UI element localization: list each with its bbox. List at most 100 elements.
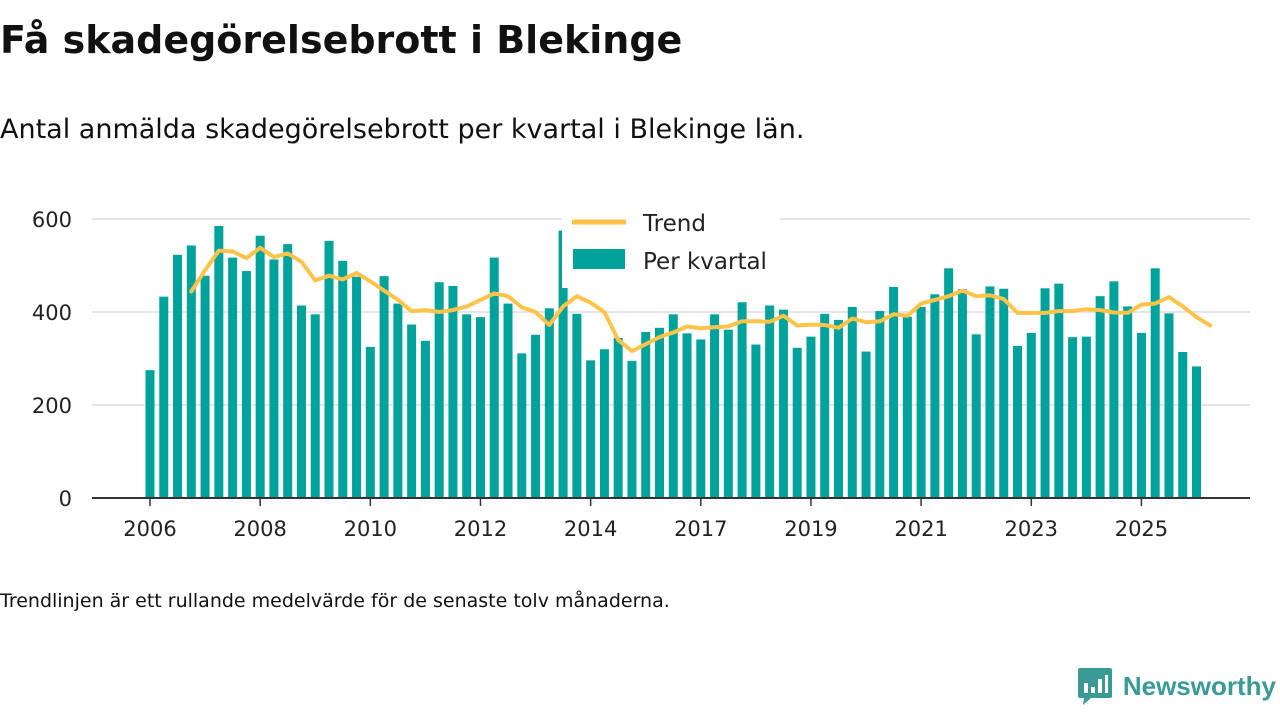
bar — [393, 303, 403, 498]
bar — [682, 333, 692, 498]
bar — [462, 314, 472, 498]
y-tick-label: 0 — [59, 487, 72, 511]
bar — [957, 289, 967, 498]
y-tick-label: 600 — [32, 208, 72, 232]
bar — [806, 336, 816, 498]
bar — [352, 276, 362, 498]
chart-subtitle: Antal anmälda skadegörelsebrott per kvar… — [0, 114, 805, 145]
bar — [296, 305, 306, 498]
chart-title: Få skadegörelsebrott i Blekinge — [0, 18, 683, 62]
bar — [1095, 296, 1105, 498]
bar — [475, 317, 485, 498]
bar — [1150, 268, 1160, 498]
bar — [861, 351, 871, 498]
bar — [517, 353, 527, 498]
bar — [448, 285, 458, 498]
bar — [228, 257, 238, 498]
y-axis-ticks: 0 200 400 600 — [32, 208, 72, 511]
bar — [544, 308, 554, 498]
footnote: Trendlinjen är ett rullande medelvärde f… — [0, 590, 670, 612]
bar — [1178, 351, 1188, 498]
bar — [1164, 313, 1174, 498]
bar — [641, 331, 651, 498]
bar-series — [145, 225, 1202, 499]
legend-bar-swatch — [573, 249, 625, 269]
bar — [847, 306, 857, 498]
bar — [1109, 281, 1119, 498]
bar — [668, 314, 678, 498]
bar — [255, 235, 265, 499]
bar — [283, 244, 293, 498]
x-tick-label: 2025 — [1115, 517, 1168, 541]
bar — [1026, 332, 1036, 498]
x-axis-ticks: 2006 2008 2010 2012 2014 2017 2019 2021 2023 2025 — [123, 498, 1168, 541]
bar — [1040, 288, 1050, 498]
x-tick-label: 2019 — [784, 517, 837, 541]
bar — [599, 349, 609, 498]
bar — [269, 259, 279, 498]
bar — [613, 338, 623, 498]
bar — [1192, 366, 1202, 498]
x-tick-label: 2014 — [564, 517, 617, 541]
bar — [902, 316, 912, 498]
bar — [489, 257, 499, 498]
bar — [1054, 283, 1064, 498]
x-tick-label: 2021 — [894, 517, 947, 541]
legend: Trend Per kvartal — [562, 200, 780, 288]
bar — [792, 347, 802, 498]
bar — [985, 286, 995, 498]
bar — [586, 360, 596, 498]
bar — [241, 271, 251, 498]
newsworthy-logo-icon — [1077, 668, 1112, 705]
bar — [214, 225, 224, 498]
bar — [765, 305, 775, 498]
x-tick-label: 2008 — [233, 517, 286, 541]
bar — [654, 327, 664, 498]
x-tick-label: 2023 — [1005, 517, 1058, 541]
bar — [930, 294, 940, 498]
trend-line — [189, 245, 1213, 354]
bar — [1013, 345, 1023, 498]
bar — [379, 276, 389, 498]
bar — [173, 254, 183, 498]
bar — [186, 245, 196, 498]
bar — [145, 370, 155, 498]
bar — [778, 309, 788, 498]
bar — [627, 360, 637, 498]
bar — [1068, 337, 1078, 498]
bar — [434, 282, 444, 498]
bar — [365, 346, 375, 498]
bar — [751, 344, 761, 498]
bar — [159, 296, 169, 498]
x-tick-label: 2010 — [344, 517, 397, 541]
bar — [420, 340, 430, 498]
bar — [1081, 336, 1091, 498]
bar — [310, 314, 320, 498]
bar — [710, 314, 720, 498]
legend-trend-label: Trend — [642, 211, 706, 237]
bar — [407, 324, 417, 498]
x-tick-label: 2012 — [454, 517, 507, 541]
legend-bar-label: Per kvartal — [643, 249, 767, 275]
bar — [324, 240, 334, 499]
bar — [558, 230, 568, 498]
bar — [1136, 332, 1146, 498]
x-tick-label: 2006 — [123, 517, 176, 541]
bar — [916, 306, 926, 498]
bar — [572, 313, 582, 498]
bar — [503, 303, 513, 498]
x-tick-label: 2017 — [674, 517, 727, 541]
bar — [737, 302, 747, 498]
bar — [531, 334, 541, 498]
newsworthy-logo[interactable]: Newsworthy — [1077, 664, 1276, 708]
bar — [971, 334, 981, 498]
y-tick-label: 200 — [32, 394, 72, 418]
bar — [875, 311, 885, 498]
bar — [1123, 306, 1133, 498]
bar — [200, 275, 210, 498]
bar — [834, 319, 843, 498]
legend-background — [562, 200, 780, 288]
bar — [723, 329, 733, 498]
bar — [820, 313, 830, 498]
